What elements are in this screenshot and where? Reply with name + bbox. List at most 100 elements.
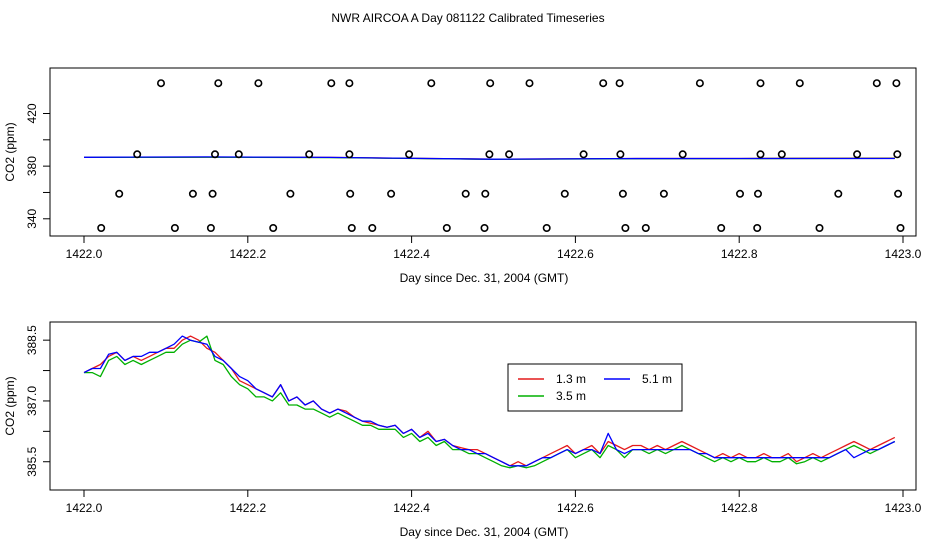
scatter-point	[834, 189, 843, 198]
scatter-point	[486, 79, 495, 88]
top-x-axis: 1422.0 1422.2 1422.4 1422.6 1422.8 1423.0	[66, 235, 922, 261]
bottom-y-axis: 385.5 387.0 388.5	[25, 325, 50, 477]
legend: 1.3 m 5.1 m 3.5 m	[507, 363, 683, 412]
scatter-point	[305, 150, 314, 159]
bottom-y-tick-label: 385.5	[25, 446, 39, 476]
scatter-point	[579, 150, 588, 159]
scatter-point	[214, 79, 223, 88]
bottom-series-line-5-1-m	[83, 335, 896, 467]
top-x-tick-label: 1422.8	[721, 247, 758, 261]
scatter-point	[461, 189, 470, 198]
legend-label-5-1m: 5.1 m	[642, 372, 672, 386]
scatter-point	[896, 224, 905, 233]
scatter-point	[97, 224, 106, 233]
scatter-point	[615, 79, 624, 88]
legend-label-1-3m: 1.3 m	[556, 372, 586, 386]
scatter-point	[188, 189, 197, 198]
bottom-x-axis: 1422.0 1422.2 1422.4 1422.6 1422.8 1423.0	[66, 489, 922, 515]
top-x-tick-label: 1422.2	[229, 247, 266, 261]
scatter-point	[659, 189, 668, 198]
scatter-point	[641, 224, 650, 233]
top-y-tick-label: 380	[25, 156, 39, 176]
scatter-point	[480, 224, 489, 233]
bottom-panel: 1422.0 1422.2 1422.4 1422.6 1422.8 1423.0 385…	[3, 321, 922, 539]
scatter-point	[815, 224, 824, 233]
scatter-point	[345, 79, 354, 88]
scatter-point	[269, 224, 278, 233]
scatter-point	[211, 150, 220, 159]
scatter-point	[753, 189, 762, 198]
legend-box	[507, 363, 683, 412]
scatter-point	[387, 189, 396, 198]
top-panel: 1422.0 1422.2 1422.4 1422.6 1422.8 1423.0 340…	[3, 67, 922, 285]
scatter-point	[347, 224, 356, 233]
top-y-tick-label: 420	[25, 103, 39, 123]
scatter-point	[777, 150, 786, 159]
bottom-x-tick-label: 1422.6	[557, 501, 594, 515]
scatter-point	[525, 79, 534, 88]
scatter-point	[853, 150, 862, 159]
scatter-point	[892, 79, 901, 88]
scatter-point	[756, 150, 765, 159]
scatter-point	[678, 150, 687, 159]
legend-label-3-5m: 3.5 m	[556, 389, 586, 403]
top-x-axis-title: Day since Dec. 31, 2004 (GMT)	[400, 271, 569, 285]
scatter-point	[735, 189, 744, 198]
scatter-point	[618, 189, 627, 198]
scatter-point	[893, 150, 902, 159]
top-x-tick-label: 1422.6	[557, 247, 594, 261]
bottom-y-axis-title: CO2 (ppm)	[3, 376, 17, 435]
scatter-point	[894, 189, 903, 198]
scatter-point	[206, 224, 215, 233]
scatter-point	[208, 189, 217, 198]
scatter-point	[254, 79, 263, 88]
bottom-x-tick-label: 1423.0	[885, 501, 922, 515]
scatter-point	[485, 150, 494, 159]
scatter-point	[157, 79, 166, 88]
scatter-point	[234, 150, 243, 159]
scatter-point	[756, 79, 765, 88]
scatter-point	[327, 79, 336, 88]
scatter-point	[346, 189, 355, 198]
scatter-point	[442, 224, 451, 233]
top-series-lines	[83, 156, 895, 160]
scatter-point	[505, 150, 514, 159]
top-series-line-5-1-m	[83, 156, 895, 160]
bottom-x-tick-label: 1422.8	[721, 501, 758, 515]
scatter-point	[616, 150, 625, 159]
top-y-axis-title: CO2 (ppm)	[3, 122, 17, 181]
scatter-point	[405, 150, 414, 159]
scatter-point	[599, 79, 608, 88]
bottom-x-axis-title: Day since Dec. 31, 2004 (GMT)	[400, 525, 569, 539]
scatter-point	[872, 79, 881, 88]
scatter-point	[717, 224, 726, 233]
scatter-point	[170, 224, 179, 233]
bottom-x-tick-label: 1422.0	[66, 501, 103, 515]
scatter-point	[368, 224, 377, 233]
bottom-series-lines	[83, 335, 896, 469]
top-x-tick-label: 1423.0	[885, 247, 922, 261]
bottom-y-tick-label: 388.5	[25, 325, 39, 355]
scatter-point	[133, 150, 142, 159]
scatter-point	[542, 224, 551, 233]
scatter-point	[345, 150, 354, 159]
bottom-y-tick-label: 387.0	[25, 386, 39, 416]
scatter-point	[560, 189, 569, 198]
scatter-point	[795, 79, 804, 88]
scatter-point	[695, 79, 704, 88]
bottom-x-tick-label: 1422.2	[229, 501, 266, 515]
bottom-series-line-3-5-m	[84, 335, 896, 469]
scatter-point	[115, 189, 124, 198]
top-x-tick-label: 1422.4	[393, 247, 430, 261]
bottom-series-line-1-3-m	[83, 335, 896, 467]
scatter-point	[481, 189, 490, 198]
bottom-x-tick-label: 1422.4	[393, 501, 430, 515]
scatter-point	[427, 79, 436, 88]
scatter-point	[753, 224, 762, 233]
figure-title: NWR AIRCOA A Day 081122 Calibrated Times…	[331, 11, 604, 25]
top-plot-frame	[49, 67, 917, 237]
scatter-point	[621, 224, 630, 233]
top-scatter-points	[97, 79, 905, 233]
scatter-point	[286, 189, 295, 198]
